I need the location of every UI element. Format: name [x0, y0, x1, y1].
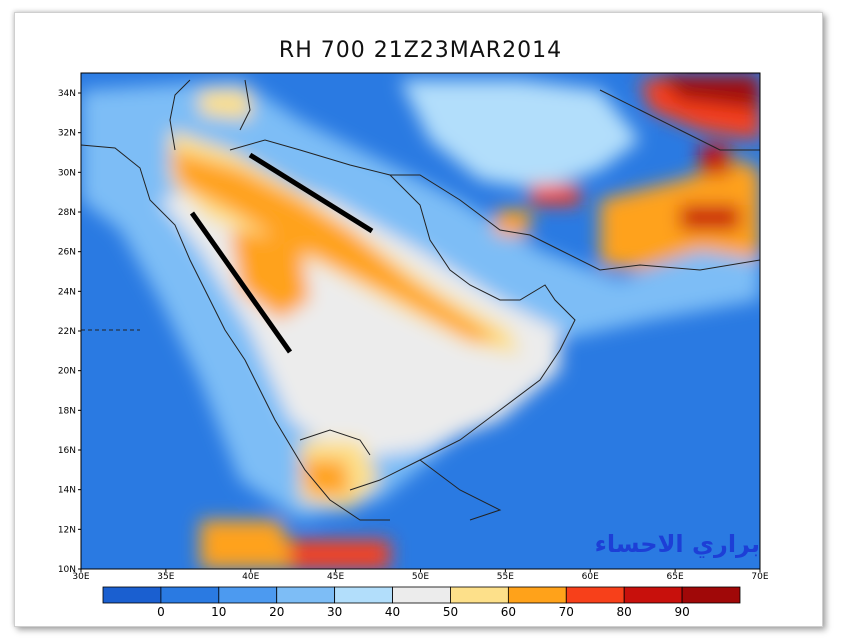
- colorbar-swatch: [450, 586, 509, 604]
- colorbar-label: 80: [617, 605, 632, 619]
- lon-tick-label: 70E: [751, 572, 768, 582]
- rh-field: [81, 73, 760, 569]
- longitude-axis: 30E 35E 40E 45E 50E 55E 60E 65E 70E: [72, 569, 769, 582]
- colorbar-label: 60: [501, 605, 516, 619]
- colorbar-swatch: [218, 586, 278, 604]
- colorbar-swatch: [160, 586, 220, 604]
- colorbar-swatch: [392, 586, 451, 604]
- lat-tick-label: 10N: [58, 565, 76, 575]
- colorbar-swatch: [334, 586, 393, 604]
- annotation-line-west: [189, 211, 293, 354]
- lat-tick-label: 34N: [58, 89, 76, 99]
- lon-tick-label: 65E: [667, 572, 684, 582]
- lon-tick-label: 40E: [242, 572, 259, 582]
- map-title: RH 700 21Z23MAR2014: [278, 38, 563, 63]
- lat-tick-label: 22N: [58, 327, 76, 337]
- lat-tick-label: 26N: [58, 248, 76, 258]
- lat-tick-label: 16N: [58, 446, 76, 456]
- lat-tick-label: 30N: [58, 168, 76, 178]
- colorbar-label: 90: [674, 605, 689, 619]
- colorbar-label: 30: [327, 605, 342, 619]
- annotation-line-north: [248, 152, 374, 234]
- colorbar-swatch: [681, 586, 741, 604]
- colorbar-label: 50: [443, 605, 458, 619]
- lon-tick-label: 30E: [72, 572, 89, 582]
- lat-tick-label: 12N: [58, 525, 76, 535]
- colorbar-label: 0: [157, 605, 165, 619]
- colorbar-label: 10: [211, 605, 226, 619]
- lat-tick-label: 24N: [58, 287, 76, 297]
- colorbar-label: 20: [269, 605, 284, 619]
- colorbar-swatch: [565, 586, 625, 604]
- watermark-text: براري الاحساء: [594, 530, 760, 558]
- lon-tick-label: 35E: [157, 572, 174, 582]
- colorbar-swatch: [276, 586, 336, 604]
- lat-tick-label: 28N: [58, 208, 76, 218]
- colorbar-label: 40: [385, 605, 400, 619]
- latitude-axis: 34N 32N 30N 28N 26N 24N 22N 20N 18N 16N 14N 12N 10N: [58, 89, 81, 575]
- colorbar-swatch: [102, 586, 162, 604]
- lat-tick-label: 20N: [58, 367, 76, 377]
- lon-tick-label: 50E: [412, 572, 429, 582]
- colorbar: 0 10 20 30 40 50 60 70 80 90: [102, 586, 741, 619]
- lon-tick-label: 60E: [582, 572, 599, 582]
- colorbar-swatch: [623, 586, 683, 604]
- lat-tick-label: 32N: [58, 129, 76, 139]
- colorbar-label: 70: [559, 605, 574, 619]
- lon-tick-label: 45E: [327, 572, 344, 582]
- lon-tick-label: 55E: [497, 572, 514, 582]
- lat-tick-label: 18N: [58, 406, 76, 416]
- lat-tick-label: 14N: [58, 486, 76, 496]
- colorbar-swatch: [507, 586, 567, 604]
